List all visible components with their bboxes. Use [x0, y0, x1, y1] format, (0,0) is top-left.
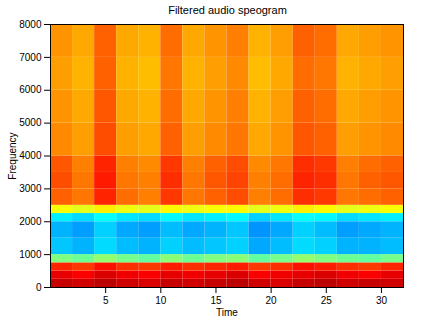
svg-text:8000: 8000 — [19, 19, 42, 30]
svg-text:5000: 5000 — [19, 117, 42, 128]
svg-text:30: 30 — [376, 295, 388, 306]
svg-text:5: 5 — [103, 295, 109, 306]
svg-text:2000: 2000 — [19, 216, 42, 227]
svg-text:10: 10 — [155, 295, 167, 306]
svg-text:6000: 6000 — [19, 84, 42, 95]
svg-text:Time: Time — [216, 307, 238, 318]
svg-text:Frequency: Frequency — [7, 132, 18, 179]
svg-text:4000: 4000 — [19, 150, 42, 161]
svg-text:3000: 3000 — [19, 183, 42, 194]
svg-text:25: 25 — [321, 295, 333, 306]
svg-text:20: 20 — [266, 295, 278, 306]
svg-text:15: 15 — [210, 295, 222, 306]
svg-text:7000: 7000 — [19, 52, 42, 63]
svg-text:0: 0 — [36, 282, 42, 293]
html-text:Filtered audio speogram: Filtered audio speogram — [168, 4, 287, 16]
svg-text:1000: 1000 — [19, 249, 42, 260]
